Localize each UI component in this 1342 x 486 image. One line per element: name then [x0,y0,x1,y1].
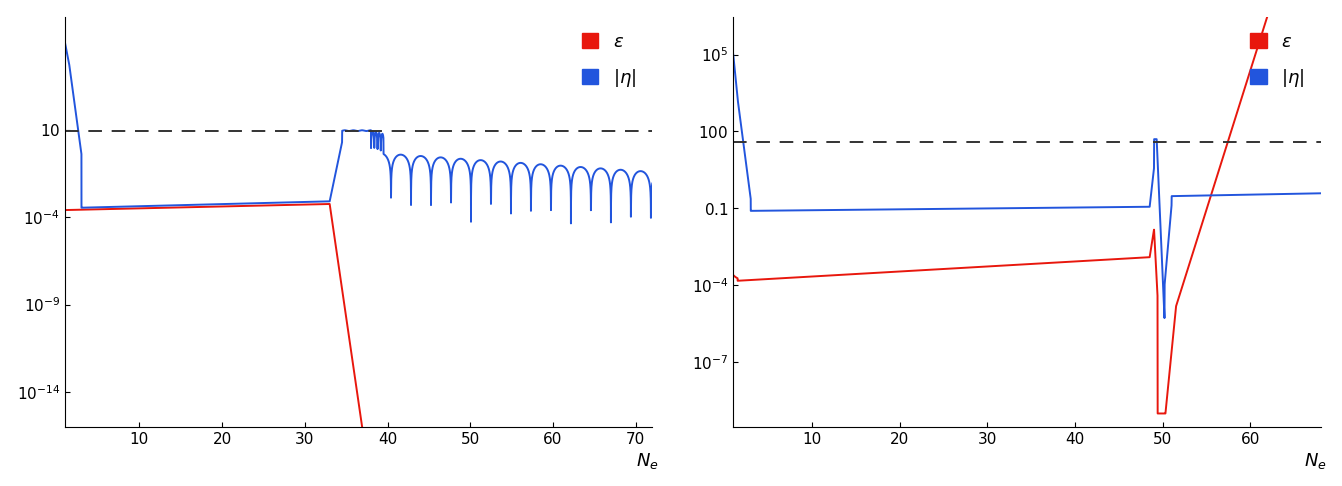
Legend: $\epsilon$, $|\eta|$: $\epsilon$, $|\eta|$ [574,26,643,96]
Text: $N_e$: $N_e$ [1304,451,1326,471]
Text: $N_e$: $N_e$ [636,451,658,471]
Legend: $\epsilon$, $|\eta|$: $\epsilon$, $|\eta|$ [1243,26,1311,96]
